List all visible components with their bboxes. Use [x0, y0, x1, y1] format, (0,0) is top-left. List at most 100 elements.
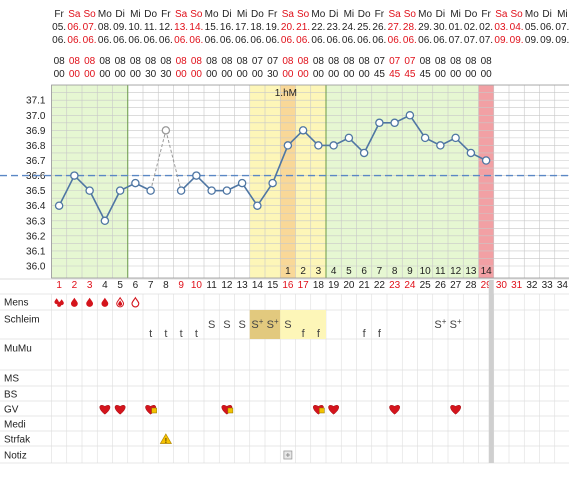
y-tick-label: 36.2 — [26, 231, 46, 242]
heart-icon — [99, 405, 111, 415]
cycle-day-number: 15 — [267, 280, 279, 291]
header-month: 07. — [464, 35, 478, 46]
header-hour: 08 — [160, 56, 172, 67]
header-weekday: Sa — [175, 9, 188, 20]
post-ovulation-count: 4 — [331, 266, 337, 277]
header-month: 06. — [113, 35, 127, 46]
temperature-point — [390, 118, 399, 128]
excluded-temperature-link — [165, 130, 182, 191]
heart-icon — [328, 405, 339, 415]
header-month: 06. — [144, 35, 158, 46]
schleim-value: S+ — [450, 317, 462, 331]
header-minute: 00 — [252, 69, 264, 80]
header-weekday: Sa — [495, 9, 508, 20]
temperature-point — [329, 141, 338, 150]
header-hour: 08 — [206, 56, 218, 67]
temperature-point — [420, 133, 430, 143]
header-month: 09. — [525, 35, 539, 46]
header-month: 06. — [189, 35, 203, 46]
cycle-end-marker — [488, 280, 494, 463]
header-day: 22. — [311, 22, 325, 33]
header-day: 28. — [403, 22, 417, 33]
header-month: 06. — [159, 35, 173, 46]
temperature-point — [131, 178, 140, 188]
header-day: 11. — [144, 22, 157, 33]
header-day: 09. — [113, 22, 127, 33]
mens-drop-icon — [57, 301, 62, 307]
header-hour: 07 — [267, 56, 279, 67]
cycle-day-number: 11 — [206, 280, 217, 291]
header-month: 09. — [510, 35, 524, 46]
header-month: 06. — [250, 35, 264, 46]
header-weekday: Di — [436, 9, 445, 20]
header-month: 06. — [281, 35, 295, 46]
header-hour: 08 — [343, 56, 355, 67]
cycle-day-number: 24 — [404, 280, 416, 291]
cycle-day-number: 33 — [542, 280, 554, 291]
header-minute: 45 — [389, 69, 401, 80]
heart-icon — [114, 405, 126, 415]
header-month: 06. — [403, 35, 417, 46]
post-ovulation-count: 3 — [316, 266, 322, 277]
temperature-point — [466, 148, 476, 158]
row-label-mumu: MuMu — [4, 344, 32, 355]
temperature-point — [436, 141, 445, 150]
post-ovulation-count: 10 — [420, 266, 432, 277]
y-tick-label: 36.4 — [26, 201, 46, 212]
header-hour: 08 — [145, 56, 157, 67]
header-weekday: Mo — [98, 9, 112, 20]
temperature-point — [283, 141, 293, 150]
header-day: 21. — [296, 22, 310, 33]
temperature-point — [207, 186, 216, 195]
temperature-point — [146, 186, 155, 195]
temperature-line-segment — [241, 182, 259, 207]
header-day: 13. — [174, 22, 188, 33]
header-month: 07. — [449, 35, 463, 46]
header-hour: 08 — [359, 56, 371, 67]
header-month: 06. — [83, 35, 97, 46]
header-hour: 08 — [465, 56, 477, 67]
cycle-day-number: 23 — [389, 280, 401, 291]
excluded-temperature-link — [150, 130, 167, 191]
header-minute: 00 — [237, 69, 249, 80]
temperature-point — [375, 118, 384, 128]
header-hour: 08 — [69, 56, 81, 67]
cycle-day-number: 22 — [374, 280, 386, 291]
lock-icon — [151, 407, 157, 414]
header-hour: 08 — [99, 56, 111, 67]
cycle-day-number: 10 — [191, 280, 203, 291]
header-day: 06. — [540, 22, 554, 33]
schleim-value: t — [164, 328, 167, 340]
cycle-day-number: 7 — [148, 280, 154, 291]
y-tick-label: 36.1 — [26, 246, 46, 257]
cycle-day-number: 19 — [328, 280, 340, 291]
cycle-day-number: 17 — [298, 280, 310, 291]
header-hour: 07 — [404, 56, 416, 67]
header-day: 30. — [433, 22, 447, 33]
cycle-day-number: 16 — [282, 280, 294, 291]
cycle-day-number: 3 — [87, 280, 93, 291]
schleim-value: t — [180, 328, 183, 340]
mens-drop-icon — [118, 300, 123, 306]
temperature-line-segment — [271, 145, 289, 184]
header-minute: 45 — [374, 69, 386, 80]
post-ovulation-count: 13 — [465, 266, 477, 277]
header-weekday: Mi — [237, 9, 248, 20]
post-ovulation-count: 14 — [481, 266, 493, 277]
header-minute: 30 — [145, 69, 157, 80]
schleim-value: f — [378, 328, 382, 340]
header-weekday: So — [84, 9, 97, 20]
header-minute: 00 — [115, 69, 127, 80]
row-label-notiz: Notiz — [4, 451, 27, 462]
row-label-medi: Medi — [4, 420, 26, 431]
header-minute: 45 — [404, 69, 416, 80]
header-minute: 00 — [191, 69, 203, 80]
header-minute: 00 — [282, 69, 294, 80]
y-tick-label: 36.0 — [26, 262, 46, 273]
schleim-value: S — [238, 319, 245, 331]
header-weekday: Sa — [68, 9, 81, 20]
header-minute: 45 — [420, 69, 432, 80]
header-weekday: Do — [464, 9, 477, 20]
schleim-value: S — [284, 319, 291, 331]
header-weekday: Sa — [282, 9, 295, 20]
